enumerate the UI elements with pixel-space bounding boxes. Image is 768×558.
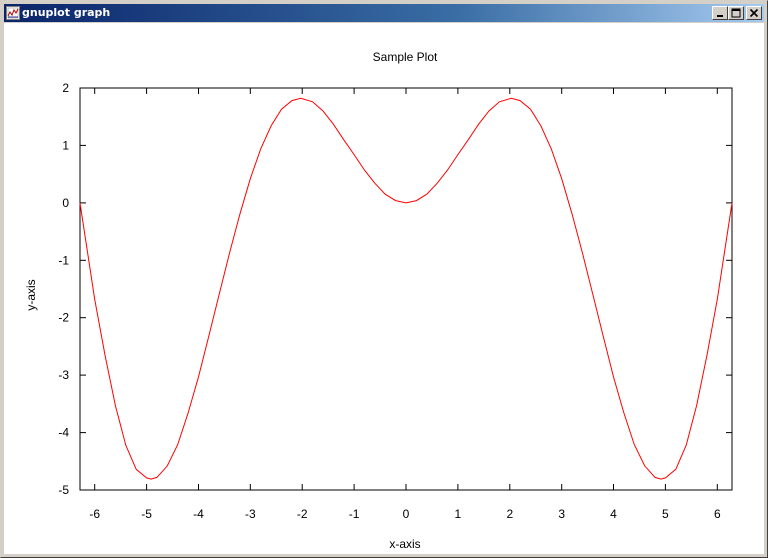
x-tick-label: -1 xyxy=(349,507,360,521)
close-icon xyxy=(749,8,759,18)
minimize-button[interactable] xyxy=(712,6,728,20)
x-tick-label: 0 xyxy=(403,507,410,521)
x-tick-label: 6 xyxy=(714,507,721,521)
maximize-button[interactable] xyxy=(728,6,744,20)
x-tick-label: 1 xyxy=(455,507,462,521)
y-axis-label: y-axis xyxy=(24,279,38,310)
close-button[interactable] xyxy=(746,6,762,20)
window-controls xyxy=(712,6,762,20)
x-tick-label: -4 xyxy=(193,507,204,521)
x-axis-label: x-axis xyxy=(389,537,420,551)
y-tick-label: -4 xyxy=(58,426,69,440)
y-tick-label: -5 xyxy=(58,483,69,497)
plot-canvas: Sample Plot x-axis y-axis -6 -5 -4 -3 -2 -1 0 1… xyxy=(4,23,764,554)
series-line xyxy=(79,97,733,480)
minimize-icon xyxy=(717,15,723,17)
y-tick-label: 1 xyxy=(62,138,69,152)
y-tick-label: 0 xyxy=(62,196,69,210)
x-tick-label: 4 xyxy=(610,507,617,521)
x-tick-label: -5 xyxy=(141,507,152,521)
y-tick-label: -1 xyxy=(58,253,69,267)
x-tick-label: 3 xyxy=(558,507,565,521)
maximize-icon xyxy=(731,8,741,18)
x-tick-label: -6 xyxy=(89,507,100,521)
series-group xyxy=(79,97,733,480)
window-title: gnuplot graph xyxy=(22,6,111,19)
chart-title: Sample Plot xyxy=(373,50,438,64)
axis-ticks: -6 -5 -4 -3 -2 -1 0 1 2 3 4 5 6 2 1 0 -1 -2 -3 -4 -5 xyxy=(58,81,732,521)
y-tick-label: -2 xyxy=(58,311,69,325)
x-tick-label: 5 xyxy=(662,507,669,521)
title-bar[interactable]: gnuplot graph xyxy=(4,4,764,22)
x-tick-label: -2 xyxy=(297,507,308,521)
x-tick-label: -3 xyxy=(245,507,256,521)
y-tick-label: -3 xyxy=(58,368,69,382)
plot-border xyxy=(79,87,733,491)
plot-area: Sample Plot x-axis y-axis -6 -5 -4 -3 -2 -1 0 1… xyxy=(24,50,733,551)
x-tick-label: 2 xyxy=(506,507,513,521)
gnuplot-app-icon[interactable] xyxy=(6,6,20,20)
y-tick-label: 2 xyxy=(62,81,69,95)
